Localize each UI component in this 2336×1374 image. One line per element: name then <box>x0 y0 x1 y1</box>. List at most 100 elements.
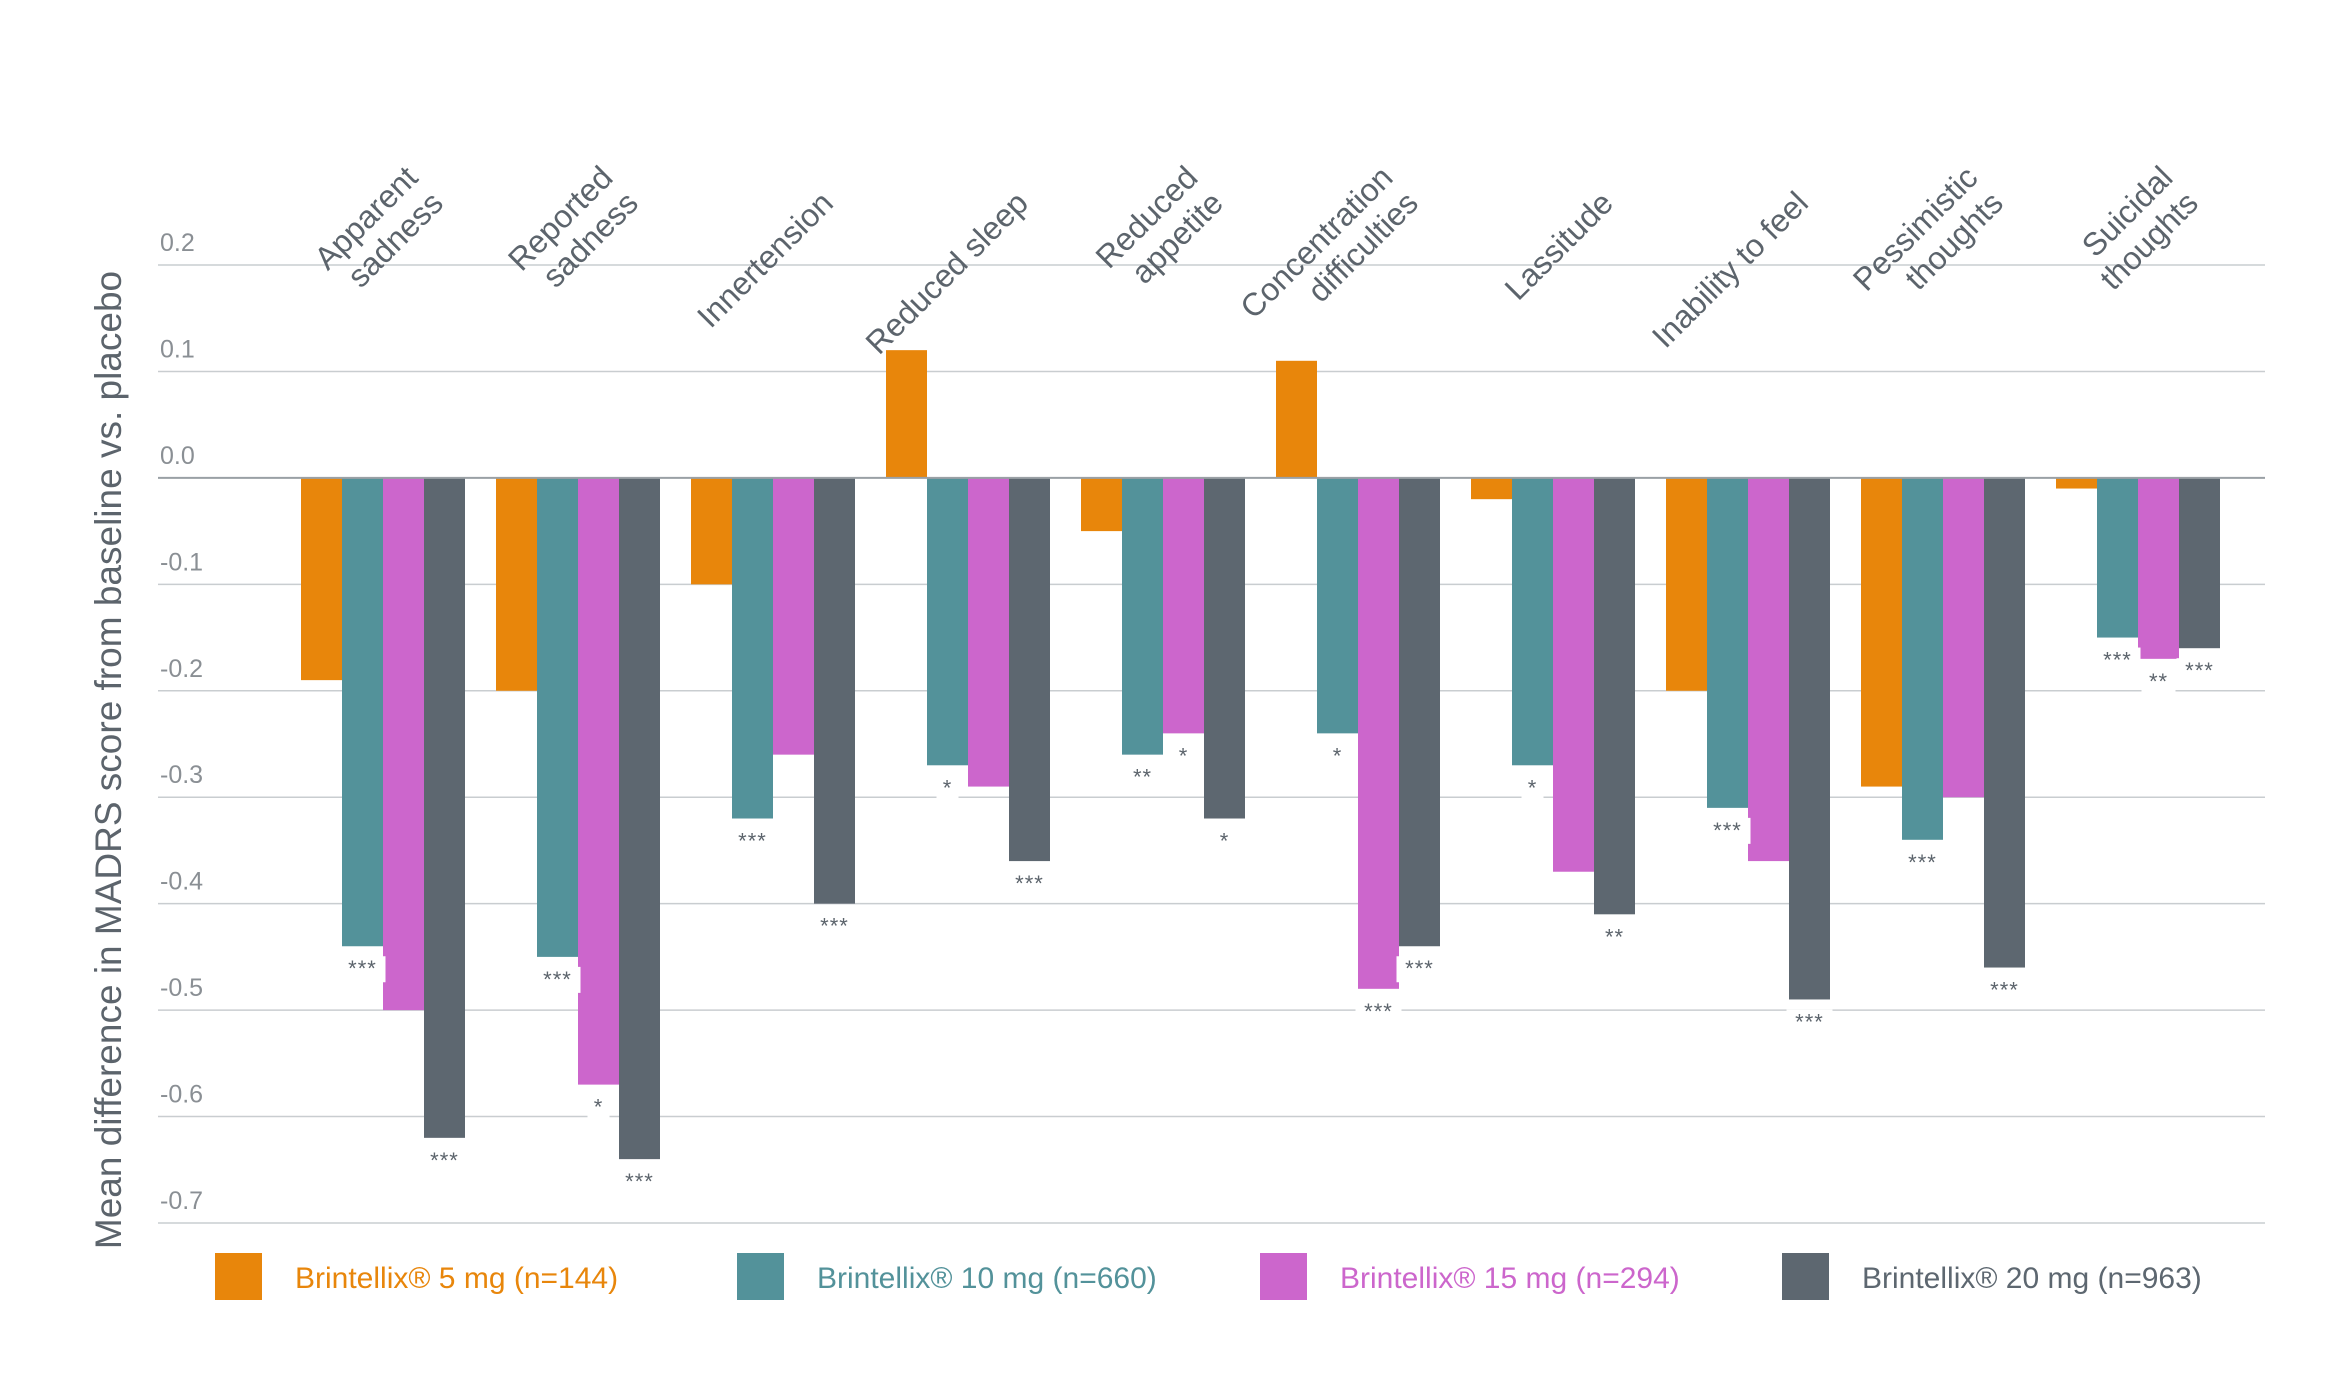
bar <box>2179 477 2220 649</box>
legend-label: Brintellix® 10 mg (n=660) <box>817 1262 1157 1295</box>
y-tick-label: -0.6 <box>160 1081 203 1109</box>
significance-label: *** <box>1405 956 1434 981</box>
bar <box>732 477 773 819</box>
significance-label: * <box>1179 743 1189 768</box>
significance-label: *** <box>738 829 767 854</box>
significance-label: ** <box>1133 765 1152 790</box>
bar <box>2097 477 2138 638</box>
significance-label: *** <box>1364 999 1393 1024</box>
significance-bg <box>1172 743 1195 770</box>
significance-bg <box>421 1147 468 1174</box>
significance-label: *** <box>1015 871 1044 896</box>
y-tick-label: -0.7 <box>160 1187 203 1215</box>
bar <box>424 477 465 1138</box>
significance-bg <box>616 1169 663 1196</box>
bar <box>1399 477 1440 947</box>
significance-bg <box>1006 871 1053 898</box>
significance-label: *** <box>820 914 849 939</box>
bar <box>1317 477 1358 734</box>
legend-label: Brintellix® 5 mg (n=144) <box>295 1262 618 1295</box>
bar <box>1471 477 1512 500</box>
bar <box>886 350 927 478</box>
significance-label: * <box>594 1095 604 1120</box>
y-tick-label: 0.0 <box>160 442 195 470</box>
significance-label: *** <box>1713 818 1742 843</box>
significance-label: ** <box>1605 924 1624 949</box>
category-label: Lassitude <box>1498 184 1620 306</box>
bar <box>1789 477 1830 1000</box>
y-tick-labels: 0.2 0.1 0.0 -0.1 -0.2 -0.3 -0.4 -0.5 -0.6 -0.7 <box>160 229 203 1215</box>
significance-label: * <box>943 775 953 800</box>
significance-label: *** <box>625 1169 654 1194</box>
bar <box>1861 477 1902 787</box>
legend-label: Brintellix® 20 mg (n=963) <box>1862 1262 2202 1295</box>
category-label-line: Reduced sleep <box>859 184 1035 360</box>
significance-bg <box>587 1094 610 1121</box>
y-tick-label: -0.2 <box>160 655 203 683</box>
significance-bg <box>2176 658 2223 685</box>
significance-label: *** <box>2103 648 2132 673</box>
significance-bg <box>1786 1009 1833 1036</box>
bar <box>1204 477 1245 819</box>
legend-label: Brintellix® 15 mg (n=294) <box>1340 1262 1680 1295</box>
significance-bg <box>1396 956 1443 983</box>
bar <box>537 477 578 957</box>
y-tick-label: -0.1 <box>160 548 203 576</box>
significance-bg <box>1704 817 1751 844</box>
bar <box>814 477 855 904</box>
bar <box>1748 477 1789 862</box>
bar <box>968 477 1009 787</box>
significance-bg <box>1981 977 2028 1004</box>
y-tick-label: -0.3 <box>160 761 203 789</box>
legend-swatch <box>737 1253 784 1300</box>
significance-bg <box>1899 849 1946 876</box>
category-label: Reduced sleep <box>859 184 1035 360</box>
bar <box>578 477 619 1085</box>
legend-swatch <box>1782 1253 1829 1300</box>
legend-swatch <box>215 1253 262 1300</box>
category-label-line: Innertension <box>690 184 840 334</box>
y-tick-label: 0.2 <box>160 229 195 257</box>
bar <box>1666 477 1707 691</box>
significance-bg <box>811 913 858 940</box>
significance-label: * <box>1333 743 1343 768</box>
bar <box>1358 477 1399 989</box>
y-tick-label: -0.5 <box>160 974 203 1002</box>
bar <box>1984 477 2025 968</box>
bar <box>1276 360 1317 478</box>
category-label: Inability to feel <box>1645 184 1815 354</box>
significance-label: *** <box>1908 850 1937 875</box>
bar <box>1943 477 1984 798</box>
significance-label: * <box>1220 829 1230 854</box>
bar <box>1553 477 1594 872</box>
significance-bg <box>1355 998 1402 1025</box>
bar <box>383 477 424 1011</box>
bar <box>1081 477 1122 532</box>
legend-swatch <box>1260 1253 1307 1300</box>
significance-label: *** <box>430 1148 459 1173</box>
bar <box>301 477 342 681</box>
bars <box>301 350 2220 1160</box>
bar <box>2056 477 2097 489</box>
significance-bg <box>729 828 776 855</box>
significance-label: *** <box>2185 658 2214 683</box>
bar <box>927 477 968 766</box>
bar <box>691 477 732 585</box>
bar <box>1902 477 1943 840</box>
bar <box>1009 477 1050 862</box>
significance-bg <box>936 775 959 802</box>
bar <box>1707 477 1748 808</box>
category-label-line: Lassitude <box>1498 184 1620 306</box>
significance-label: *** <box>1990 978 2019 1003</box>
significance-bg <box>1326 743 1349 770</box>
bar <box>773 477 814 755</box>
bar <box>1594 477 1635 915</box>
